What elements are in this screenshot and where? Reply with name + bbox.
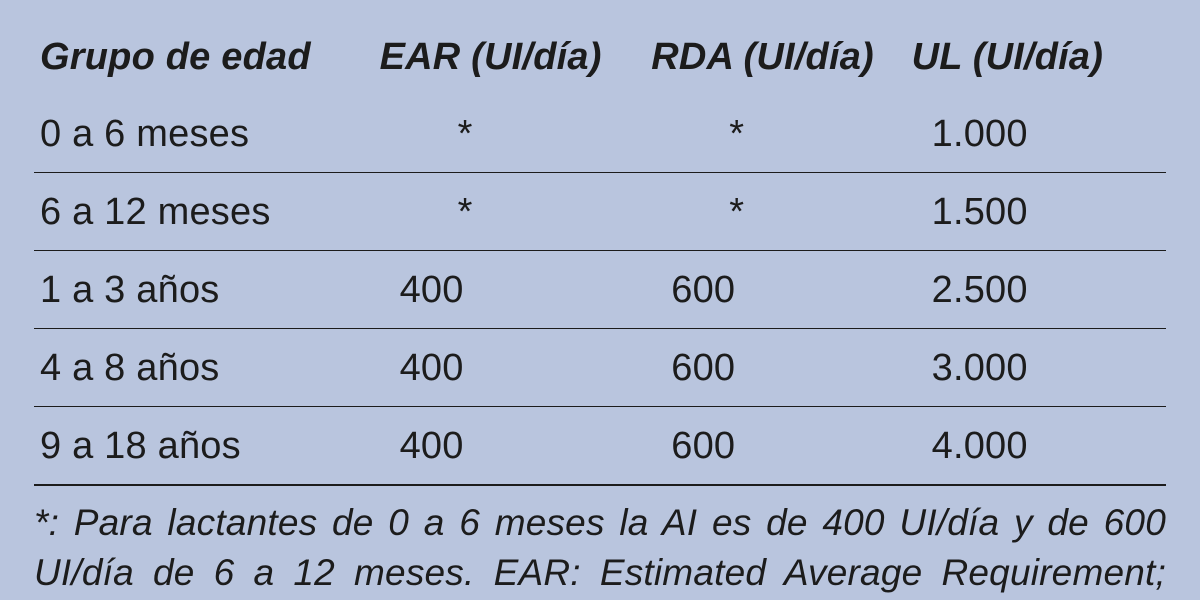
- ul-cell: 1.000: [906, 95, 1166, 173]
- ear-cell: 400: [374, 329, 646, 407]
- table-row: 1 a 3 años 400 600 2.500: [34, 251, 1166, 329]
- col-header: UL (UI/día): [906, 18, 1166, 95]
- rda-cell: *: [645, 95, 905, 173]
- col-header: EAR (UI/día): [374, 18, 646, 95]
- table-container: Grupo de edad EAR (UI/día) RDA (UI/día) …: [0, 0, 1200, 600]
- rda-cell: 600: [645, 407, 905, 486]
- nutrition-table: Grupo de edad EAR (UI/día) RDA (UI/día) …: [34, 18, 1166, 486]
- ear-cell: 400: [374, 407, 646, 486]
- age-group-cell: 6 a 12 meses: [34, 173, 374, 251]
- table-header-row: Grupo de edad EAR (UI/día) RDA (UI/día) …: [34, 18, 1166, 95]
- age-group-cell: 0 a 6 meses: [34, 95, 374, 173]
- table-row: 6 a 12 meses * * 1.500: [34, 173, 1166, 251]
- ul-cell: 4.000: [906, 407, 1166, 486]
- rda-cell: *: [645, 173, 905, 251]
- age-group-cell: 9 a 18 años: [34, 407, 374, 486]
- ear-cell: *: [374, 173, 646, 251]
- col-header: Grupo de edad: [34, 18, 374, 95]
- age-group-cell: 1 a 3 años: [34, 251, 374, 329]
- table-row: 4 a 8 años 400 600 3.000: [34, 329, 1166, 407]
- ear-cell: *: [374, 95, 646, 173]
- col-header: RDA (UI/día): [645, 18, 905, 95]
- age-group-cell: 4 a 8 años: [34, 329, 374, 407]
- ul-cell: 1.500: [906, 173, 1166, 251]
- table-row: 0 a 6 meses * * 1.000: [34, 95, 1166, 173]
- table-footnote: *: Para lactantes de 0 a 6 meses la AI e…: [34, 498, 1166, 600]
- rda-cell: 600: [645, 329, 905, 407]
- ear-cell: 400: [374, 251, 646, 329]
- ul-cell: 3.000: [906, 329, 1166, 407]
- table-row: 9 a 18 años 400 600 4.000: [34, 407, 1166, 486]
- rda-cell: 600: [645, 251, 905, 329]
- ul-cell: 2.500: [906, 251, 1166, 329]
